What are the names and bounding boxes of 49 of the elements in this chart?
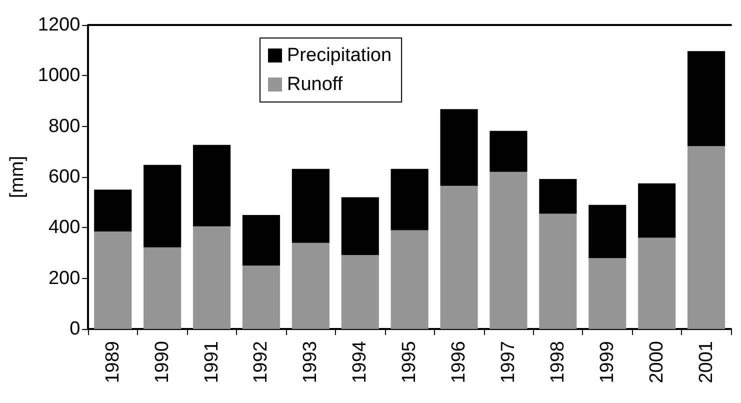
legend-label: Precipitation xyxy=(287,45,392,66)
x-tick-label: 1994 xyxy=(350,340,371,384)
bar xyxy=(193,144,231,226)
bar xyxy=(440,109,478,186)
x-tick-label: 1993 xyxy=(300,341,322,384)
y-tick-label: 1000 xyxy=(38,65,80,86)
bar xyxy=(144,247,182,329)
legend-label: Runoff xyxy=(287,74,344,95)
y-axis-title: [mm] xyxy=(7,156,28,198)
bar xyxy=(638,183,676,238)
x-tick-label: 1995 xyxy=(399,341,420,384)
x-tick-label: 1996 xyxy=(448,341,470,384)
bar xyxy=(390,168,428,230)
bar xyxy=(341,255,379,329)
bar xyxy=(490,172,528,329)
bar xyxy=(539,179,577,214)
x-tick-label: 1997 xyxy=(498,341,519,384)
bar xyxy=(144,164,182,248)
bar xyxy=(539,214,577,329)
x-tick-label: 1990 xyxy=(152,341,173,384)
y-tick-label: 1200 xyxy=(38,14,80,36)
y-tick-label: 0 xyxy=(70,318,80,340)
bar xyxy=(193,226,231,329)
x-tick-label: 1998 xyxy=(547,341,568,384)
y-tick-label: 400 xyxy=(48,217,80,238)
bar xyxy=(588,204,626,258)
bar xyxy=(490,130,528,172)
bar xyxy=(687,146,726,329)
bar xyxy=(292,168,330,243)
x-tick-label: 1992 xyxy=(250,341,272,384)
bar xyxy=(242,266,280,329)
bar xyxy=(390,230,428,329)
bar xyxy=(440,186,478,329)
y-tick-label: 800 xyxy=(48,116,80,137)
x-tick-label: 1989 xyxy=(102,341,124,384)
bar xyxy=(341,197,379,256)
y-tick-label: 600 xyxy=(48,166,80,188)
bar xyxy=(638,238,676,329)
x-tick-label: 2000 xyxy=(646,341,668,384)
bar xyxy=(242,215,280,266)
bar xyxy=(687,51,726,146)
bar xyxy=(292,242,330,329)
bar xyxy=(94,231,132,329)
bar xyxy=(94,190,132,232)
bar xyxy=(588,258,626,329)
y-tick-label: 200 xyxy=(48,268,80,289)
x-tick-label: 1999 xyxy=(596,341,618,384)
x-tick-label: 1991 xyxy=(201,341,222,384)
x-tick-label: 2001 xyxy=(696,341,717,384)
